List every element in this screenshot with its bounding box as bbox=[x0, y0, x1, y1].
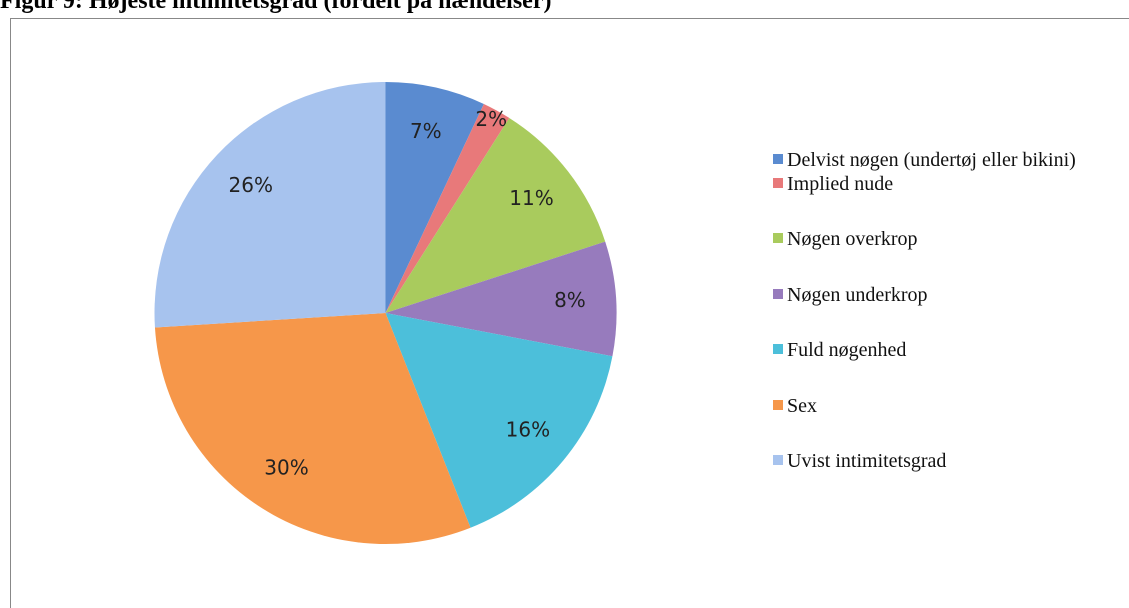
pie-slice bbox=[385, 117, 606, 313]
data-label: 8% bbox=[554, 288, 586, 312]
legend-label: Delvist nøgen (undertøj eller bikini) bbox=[787, 149, 1076, 171]
legend-item: Delvist nøgen (undertøj eller bikini) bbox=[773, 147, 1113, 173]
pie-slice bbox=[385, 103, 510, 313]
legend-label: Nøgen overkrop bbox=[787, 228, 918, 251]
pie-slice bbox=[154, 82, 386, 328]
legend-item: Implied nude bbox=[773, 171, 1113, 197]
legend-label: Nøgen underkrop bbox=[787, 283, 928, 306]
pie-slice bbox=[385, 82, 484, 313]
legend-item: Sex bbox=[773, 393, 1113, 419]
data-label: 16% bbox=[506, 417, 550, 441]
data-label: 7% bbox=[410, 119, 442, 143]
legend-swatch bbox=[773, 178, 783, 188]
legend-swatch bbox=[773, 455, 783, 465]
legend-swatch bbox=[773, 344, 783, 355]
legend-item: Nøgen overkrop bbox=[773, 226, 1113, 252]
chart-title: Figur 9: Højeste intimitetsgrad (fordelt… bbox=[0, 0, 551, 14]
legend-swatch bbox=[773, 154, 783, 164]
data-label: 11% bbox=[509, 186, 553, 210]
legend-item: Nøgen underkrop bbox=[773, 282, 1113, 308]
chart-border bbox=[10, 18, 1129, 608]
legend-swatch bbox=[773, 399, 783, 410]
pie-slice bbox=[154, 313, 471, 544]
legend-item: Uvist intimitetsgrad bbox=[773, 448, 1113, 474]
legend-item: Fuld nøgenhed bbox=[773, 337, 1113, 363]
pie-slice bbox=[385, 313, 613, 528]
data-label: 26% bbox=[229, 173, 273, 197]
legend-swatch bbox=[773, 233, 783, 244]
legend-swatch bbox=[773, 288, 783, 299]
legend-label: Uvist intimitetsgrad bbox=[787, 450, 947, 472]
data-label: 2% bbox=[475, 107, 507, 131]
pie-slice bbox=[385, 241, 617, 357]
legend-label: Implied nude bbox=[787, 173, 894, 195]
legend-label: Sex bbox=[787, 394, 817, 417]
data-label: 30% bbox=[264, 456, 308, 480]
legend-label: Fuld nøgenhed bbox=[787, 339, 907, 362]
